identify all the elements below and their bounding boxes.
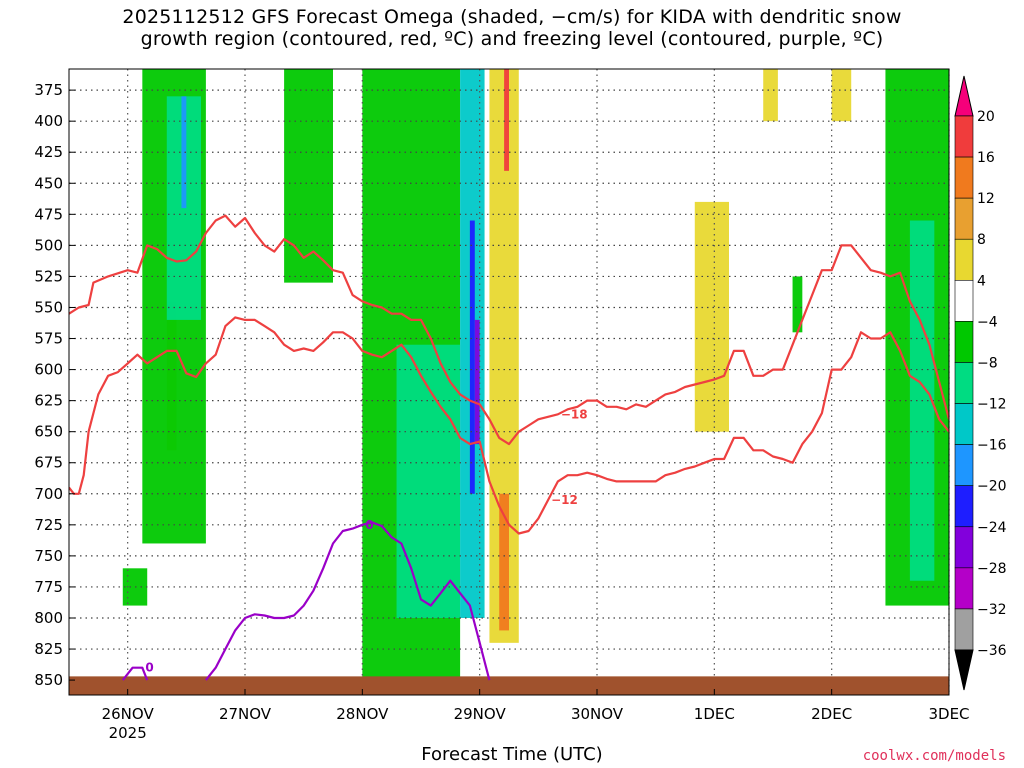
y-tick-label-11: 650	[34, 423, 63, 441]
y-tick-label-10: 625	[34, 392, 63, 410]
red-contour-1	[69, 316, 949, 535]
colorbar-swatch-3	[954, 238, 974, 281]
red-contour-0	[69, 214, 949, 446]
y-tick-label-17: 800	[34, 609, 63, 627]
y-tick-label-1: 400	[34, 112, 63, 130]
x-tick-label-0: 26NOV	[102, 705, 155, 723]
colorbar-label-6: −8	[977, 355, 998, 371]
colorbar-label-12: −32	[977, 602, 1007, 618]
colorbar-swatch-9	[954, 485, 974, 528]
purple-contour-0	[121, 666, 149, 681]
colorbar-label-11: −28	[977, 561, 1007, 577]
purple-contour-1	[205, 521, 491, 681]
omega-shading	[122, 69, 949, 681]
colorbar-swatch-0	[954, 115, 974, 158]
y-tick-label-5: 500	[34, 236, 63, 254]
temperature-contours: −18 −12 0 0	[69, 214, 949, 681]
colorbar-label-2: 12	[977, 191, 995, 207]
colorbar-swatch-5	[954, 321, 974, 363]
y-tick-label-18: 825	[34, 640, 63, 658]
colorbar-swatch-4	[954, 280, 974, 322]
y-tick-label-19: 850	[34, 671, 63, 689]
omega-region-5	[284, 69, 333, 283]
colorbar-label-4: 4	[977, 273, 986, 289]
colorbar: 20 16 12 8 4 −4 −8 −12 −16 −20 −24 −28 −32 −36	[954, 75, 1007, 691]
x-tick-label-2: 28NOV	[336, 705, 389, 723]
omega-region-17	[792, 276, 803, 333]
y-tick-label-6: 525	[34, 267, 63, 285]
x-tick-label-1: 27NOV	[219, 705, 272, 723]
y-tick-label-15: 750	[34, 547, 63, 565]
omega-region-7	[396, 344, 461, 618]
red-contour-label-0: −18	[561, 407, 588, 421]
chart-title-line-2: growth region (contoured, red, ºC) and f…	[140, 28, 884, 50]
x-tick-label-5: 1DEC	[694, 705, 735, 723]
colorbar-top-triangle	[954, 75, 974, 117]
colorbar-label-9: −20	[977, 479, 1007, 495]
x-tick-label-6: 2DEC	[811, 705, 852, 723]
omega-region-12	[499, 493, 509, 631]
y-tick-label-2: 425	[34, 143, 63, 161]
omega-region-13	[504, 69, 509, 171]
x-tick-label-3: 29NOV	[454, 705, 507, 723]
colorbar-label-5: −4	[977, 314, 998, 330]
y-axis-ticks: 375 400 425 450 475 500 525 550 575 600 625 650 675 7…	[34, 81, 75, 689]
colorbar-label-8: −16	[977, 438, 1007, 454]
red-contour-label-1: −12	[551, 493, 578, 507]
grid-lines	[69, 69, 950, 695]
colorbar-label-0: 20	[977, 109, 995, 125]
y-tick-label-8: 575	[34, 330, 63, 348]
omega-region-16	[831, 69, 852, 122]
colorbar-swatch-1	[954, 156, 974, 199]
omega-region-15	[763, 69, 778, 122]
x-tick-sublabel-0: 2025	[109, 724, 147, 742]
terrain-fill	[69, 676, 949, 695]
colorbar-swatch-7	[954, 403, 974, 445]
colorbar-label-13: −36	[977, 643, 1007, 659]
x-tick-label-4: 30NOV	[571, 705, 624, 723]
omega-region-9	[469, 220, 475, 494]
credit-text: coolwx.com/models	[862, 748, 1006, 764]
plot-frame	[68, 68, 950, 696]
colorbar-label-1: 16	[977, 150, 995, 166]
omega-region-3	[181, 96, 187, 209]
y-tick-label-13: 700	[34, 485, 63, 503]
colorbar-bottom-triangle	[954, 649, 974, 691]
y-tick-label-16: 775	[34, 578, 63, 596]
y-tick-label-4: 475	[34, 205, 63, 223]
y-tick-label-7: 550	[34, 298, 63, 316]
y-tick-label-9: 600	[34, 361, 63, 379]
x-axis-label: Forecast Time (UTC)	[421, 744, 603, 765]
colorbar-label-10: −24	[977, 520, 1007, 536]
purple-contour-label-0: 0	[145, 661, 153, 675]
omega-region-14	[694, 201, 729, 432]
colorbar-swatch-2	[954, 197, 974, 240]
y-tick-label-0: 375	[34, 81, 63, 99]
x-tick-label-7: 3DEC	[928, 705, 969, 723]
chart-title: 2025112512 GFS Forecast Omega (shaded, −…	[0, 6, 1024, 50]
y-tick-label-14: 725	[34, 516, 63, 534]
chart-title-line-1: 2025112512 GFS Forecast Omega (shaded, −…	[122, 6, 902, 28]
y-tick-label-3: 450	[34, 174, 63, 192]
colorbar-swatch-11	[954, 567, 974, 610]
omega-region-10	[474, 319, 480, 445]
y-tick-label-12: 675	[34, 454, 63, 472]
colorbar-swatch-6	[954, 362, 974, 404]
terrain-band	[69, 676, 949, 695]
colorbar-label-7: −12	[977, 397, 1007, 413]
colorbar-label-3: 8	[977, 232, 986, 248]
colorbar-swatch-8	[954, 444, 974, 486]
purple-contour-label-1: 0	[365, 518, 373, 532]
colorbar-swatch-12	[954, 608, 974, 651]
colorbar-swatch-10	[954, 526, 974, 569]
